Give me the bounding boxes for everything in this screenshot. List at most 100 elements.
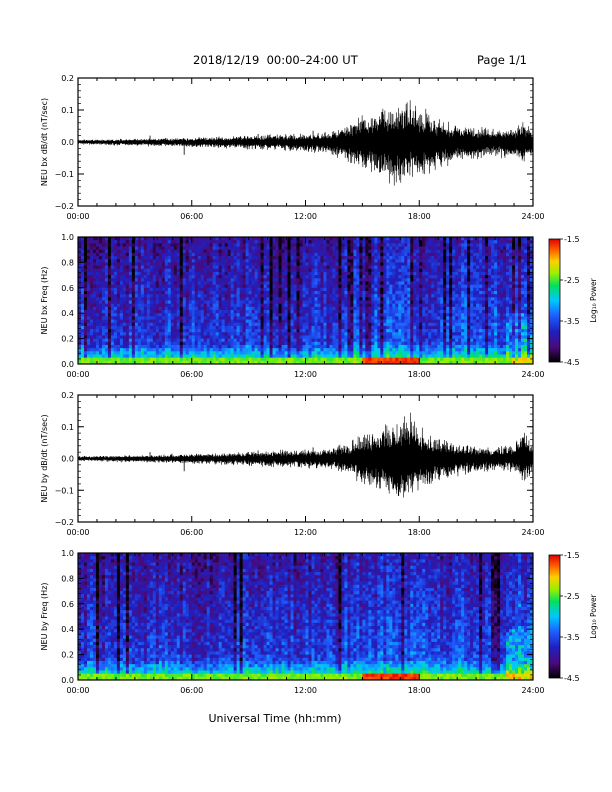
heatmap-cell: [374, 290, 378, 295]
heatmap-cell: [149, 332, 154, 336]
heatmap-cell: [350, 243, 354, 247]
heatmap-cell: [203, 322, 208, 327]
heatmap-cell: [245, 313, 250, 317]
heatmap-cell: [209, 344, 214, 349]
heatmap-cell: [221, 348, 226, 352]
heatmap-cell: [176, 246, 181, 251]
heatmap-cell: [194, 348, 199, 352]
heatmap-cell: [230, 303, 235, 308]
heatmap-cell: [317, 287, 321, 292]
heatmap-cell: [212, 262, 217, 266]
heatmap-cell: [80, 300, 85, 305]
heatmap-cell: [278, 351, 282, 355]
heatmap-cell: [80, 240, 85, 244]
heatmap-cell: [302, 271, 306, 276]
heatmap-cell: [137, 329, 142, 333]
heatmap-cell: [143, 329, 148, 333]
heatmap-cell: [233, 240, 238, 244]
heatmap-cell: [251, 240, 256, 244]
heatmap-cell: [338, 259, 342, 263]
heatmap-cell: [347, 325, 351, 330]
heatmap-cell: [155, 329, 160, 333]
heatmap-cell: [377, 325, 381, 330]
heatmap-cell: [296, 275, 300, 279]
heatmap-cell: [440, 329, 444, 333]
heatmap-cell: [80, 319, 85, 324]
heatmap-cell: [260, 313, 264, 317]
heatmap-cell: [305, 268, 309, 273]
heatmap-cell: [308, 351, 312, 355]
heatmap-cell: [326, 360, 330, 365]
heatmap-cell: [191, 284, 196, 289]
heatmap-cell: [344, 275, 348, 279]
heatmap-cell: [350, 313, 354, 317]
heatmap-cell: [170, 294, 175, 298]
heatmap-cell: [131, 252, 136, 257]
heatmap-cell: [272, 246, 276, 251]
heatmap-cell: [392, 262, 396, 266]
heatmap-cell: [116, 338, 121, 343]
heatmap-cell: [104, 243, 109, 247]
heatmap-cell: [278, 249, 282, 254]
heatmap-cell: [437, 237, 441, 241]
heatmap-cell: [212, 294, 217, 298]
heatmap-cell: [191, 281, 196, 286]
heatmap-cell: [146, 335, 151, 339]
heatmap-cell: [422, 262, 426, 266]
heatmap-cell: [134, 265, 139, 270]
heatmap-cell: [89, 329, 94, 333]
heatmap-cell: [119, 360, 124, 365]
heatmap-cell: [197, 287, 202, 292]
heatmap-cell: [251, 259, 256, 263]
heatmap-cell: [215, 294, 220, 298]
heatmap-cell: [176, 319, 181, 324]
heatmap-cell: [404, 303, 408, 308]
heatmap-cell: [179, 243, 184, 247]
heatmap-cell: [278, 306, 282, 311]
heatmap-cell: [78, 281, 82, 286]
heatmap-cell: [377, 252, 381, 257]
heatmap-cell: [395, 335, 399, 339]
heatmap-cell: [83, 256, 88, 260]
heatmap-cell: [128, 278, 133, 282]
heatmap-cell: [329, 268, 333, 273]
heatmap-cell: [149, 259, 154, 263]
heatmap-cell: [146, 303, 151, 308]
heatmap-cell: [281, 357, 285, 362]
heatmap-cell: [356, 300, 360, 305]
heatmap-cell: [299, 262, 303, 266]
heatmap-cell: [257, 281, 261, 286]
heatmap-cell: [428, 287, 432, 292]
heatmap-cell: [395, 262, 399, 266]
heatmap-cell: [392, 240, 396, 244]
heatmap-cell: [263, 294, 267, 298]
heatmap-cell: [290, 357, 294, 362]
heatmap-cell: [167, 338, 172, 343]
heatmap-cell: [173, 256, 178, 260]
heatmap-cell: [113, 256, 118, 260]
heatmap-cell: [341, 268, 345, 273]
heatmap-cell: [341, 249, 345, 254]
heatmap-cell: [281, 262, 285, 266]
heatmap-cell: [155, 281, 160, 286]
heatmap-cell: [200, 287, 205, 292]
heatmap-cell: [200, 316, 205, 320]
heatmap-cell: [434, 259, 438, 263]
heatmap-cell: [356, 325, 360, 330]
heatmap-cell: [149, 300, 154, 305]
heatmap-cell: [278, 335, 282, 339]
heatmap-cell: [125, 316, 130, 320]
heatmap-cell: [302, 252, 306, 257]
heatmap-cell: [161, 240, 166, 244]
heatmap-cell: [188, 351, 193, 355]
heatmap-cell: [398, 319, 402, 324]
heatmap-cell: [131, 338, 136, 343]
heatmap-cell: [134, 360, 139, 365]
heatmap-cell: [110, 271, 115, 276]
heatmap-cell: [386, 322, 390, 327]
heatmap-cell: [419, 262, 423, 266]
heatmap-cell: [311, 341, 315, 346]
heatmap-cell: [266, 243, 270, 247]
heatmap-cell: [179, 319, 184, 324]
heatmap-cell: [119, 243, 124, 247]
